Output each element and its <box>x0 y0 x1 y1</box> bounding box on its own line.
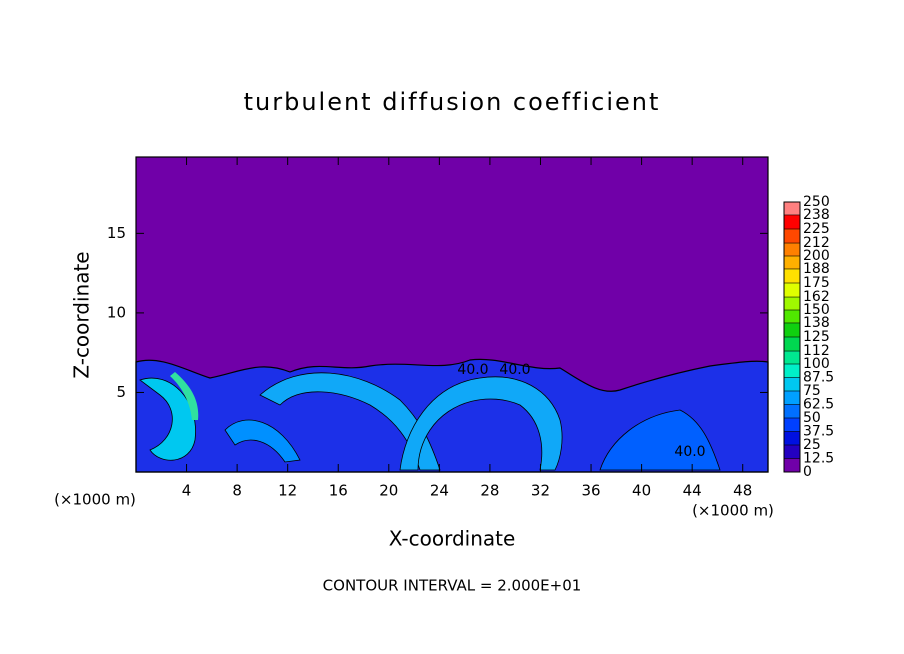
field-swirl <box>224 419 301 463</box>
x-axis-title: X-coordinate <box>389 527 516 551</box>
field <box>135 157 769 473</box>
x-tick-label: 44 <box>683 482 702 500</box>
colorbar-label: 125 <box>803 329 830 345</box>
y-axis-title: Z-coordinate <box>70 251 94 378</box>
colorbar-label: 238 <box>803 207 830 223</box>
colorbar-label: 250 <box>803 194 830 210</box>
colorbar-swatch <box>784 214 800 229</box>
colorbar-label: 162 <box>803 289 830 305</box>
y-tick-label: 10 <box>107 303 126 321</box>
colorbar-swatch <box>784 418 800 432</box>
colorbar-label: 50 <box>803 410 821 426</box>
x-tick-label: 40 <box>632 482 651 500</box>
colorbar-swatch <box>784 351 800 364</box>
colorbar-label: 225 <box>803 221 830 237</box>
colorbar-label: 175 <box>803 275 830 291</box>
x-tick-label: 16 <box>329 482 348 500</box>
colorbar-swatch <box>784 404 800 418</box>
colorbar-label: 12.5 <box>803 451 834 467</box>
footnote: CONTOUR INTERVAL = 2.000E+01 <box>323 577 582 595</box>
y-tick-label: 15 <box>107 224 126 242</box>
chart-title: turbulent diffusion coefficient <box>244 88 661 116</box>
colorbar-swatch <box>784 268 800 283</box>
contour-label: 40.0 <box>457 362 488 378</box>
colorbar-swatch <box>784 391 800 405</box>
colorbar-swatch <box>784 202 800 215</box>
colorbar-label: 25 <box>803 437 821 453</box>
colorbar-swatch <box>784 297 800 310</box>
field-swirl <box>139 377 196 461</box>
x-tick-label: 12 <box>278 482 297 500</box>
colorbar-label: 87.5 <box>803 370 834 386</box>
colorbar-swatch <box>784 337 800 352</box>
colorbar-swatch <box>784 229 800 244</box>
field-swirl <box>259 372 441 471</box>
x-tick-label: 4 <box>182 482 192 500</box>
colorbar-swatch <box>784 458 800 472</box>
x-tick-label: 8 <box>232 482 242 500</box>
colorbar-swatch <box>784 283 800 298</box>
colorbar-swatch <box>784 364 800 378</box>
colorbar-swatch <box>784 377 800 391</box>
colorbar-label: 138 <box>803 315 830 331</box>
colorbar-swatch <box>784 431 800 445</box>
colorbar-swatch <box>784 256 800 269</box>
x-tick-label: 20 <box>379 482 398 500</box>
plot-frame <box>135 156 769 473</box>
x-tick-label: 24 <box>430 482 449 500</box>
x-tick-label: 36 <box>581 482 600 500</box>
x-unit: (×1000 m) <box>692 502 774 520</box>
colorbar-label: 200 <box>803 248 830 264</box>
colorbar-swatch <box>784 310 800 323</box>
x-tick-label: 28 <box>480 482 499 500</box>
colorbar-swatch <box>784 243 800 256</box>
x-tick-label: 48 <box>733 482 752 500</box>
field-swirl <box>599 409 721 471</box>
colorbar-label: 212 <box>803 235 830 251</box>
colorbar-label: 150 <box>803 302 830 318</box>
x-tick-label: 32 <box>531 482 550 500</box>
field-swirl <box>399 376 563 471</box>
y-unit: (×1000 m) <box>54 491 136 509</box>
field-swirl <box>170 372 199 420</box>
colorbar-label: 0 <box>803 464 812 480</box>
colorbar-label: 37.5 <box>803 424 834 440</box>
colorbar-label: 112 <box>803 343 830 359</box>
colorbar-label: 75 <box>803 383 821 399</box>
contour-label: 40.0 <box>674 444 705 460</box>
colorbar-swatch <box>784 322 800 337</box>
colorbar-swatch <box>784 445 800 459</box>
colorbar-label: 100 <box>803 356 830 372</box>
y-tick-label: 5 <box>116 383 126 401</box>
colorbar-label: 62.5 <box>803 397 834 413</box>
contour-label: 40.0 <box>499 362 530 378</box>
colorbar-label: 188 <box>803 261 830 277</box>
